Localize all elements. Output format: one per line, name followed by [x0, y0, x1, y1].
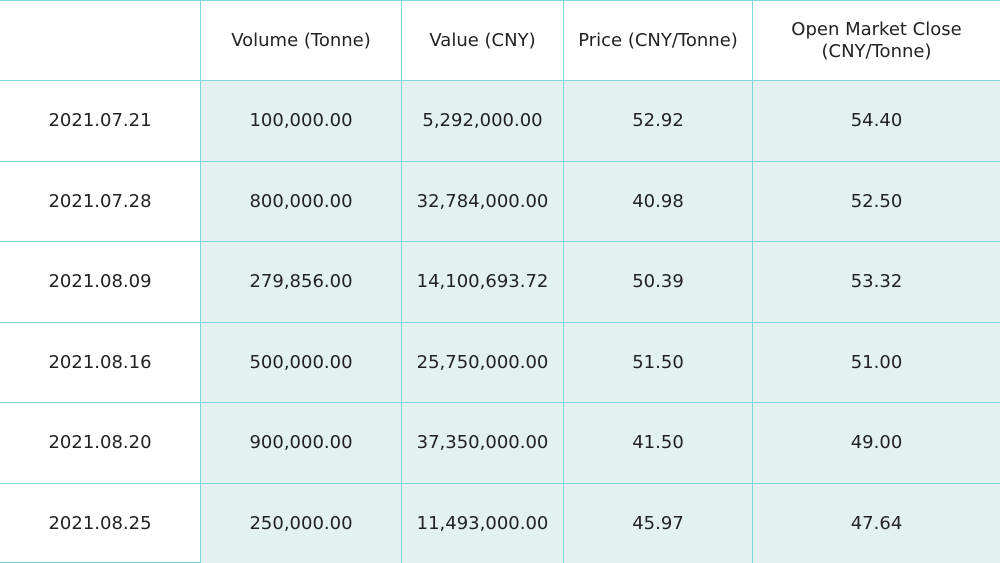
table-cell-price: 51.50: [563, 322, 752, 402]
table-cell-value: 11,493,000.00: [401, 483, 563, 563]
table-cell-open-market-close: 52.50: [752, 161, 1000, 241]
table-cell-value: 32,784,000.00: [401, 161, 563, 241]
header-cell-value: Value (CNY): [401, 0, 563, 80]
table-cell-value: 14,100,693.72: [401, 241, 563, 322]
table-cell-volume: 100,000.00: [200, 80, 401, 161]
table-cell-open-market-close: 49.00: [752, 402, 1000, 483]
table-cell-volume: 500,000.00: [200, 322, 401, 402]
table-cell-price: 50.39: [563, 241, 752, 322]
header-cell-empty: [0, 0, 200, 80]
table-cell-volume: 900,000.00: [200, 402, 401, 483]
header-cell-volume: Volume (Tonne): [200, 0, 401, 80]
table-cell-volume: 800,000.00: [200, 161, 401, 241]
table-cell-price: 40.98: [563, 161, 752, 241]
table-cell-volume: 279,856.00: [200, 241, 401, 322]
table-cell-value: 5,292,000.00: [401, 80, 563, 161]
table-row-date: 2021.07.28: [0, 161, 200, 241]
table-cell-volume: 250,000.00: [200, 483, 401, 563]
table-row-date: 2021.08.09: [0, 241, 200, 322]
table-row-date: 2021.08.20: [0, 402, 200, 483]
header-cell-open-market-close: Open Market Close (CNY/Tonne): [752, 0, 1000, 80]
table-cell-open-market-close: 54.40: [752, 80, 1000, 161]
header-cell-price: Price (CNY/Tonne): [563, 0, 752, 80]
table-cell-price: 52.92: [563, 80, 752, 161]
table-row-date: 2021.07.21: [0, 80, 200, 161]
table-row-date: 2021.08.25: [0, 483, 200, 563]
table-cell-value: 37,350,000.00: [401, 402, 563, 483]
table-cell-open-market-close: 47.64: [752, 483, 1000, 563]
table-row-date: 2021.08.16: [0, 322, 200, 402]
table-cell-price: 45.97: [563, 483, 752, 563]
table-cell-value: 25,750,000.00: [401, 322, 563, 402]
table-cell-open-market-close: 51.00: [752, 322, 1000, 402]
table-cell-price: 41.50: [563, 402, 752, 483]
table-cell-open-market-close: 53.32: [752, 241, 1000, 322]
